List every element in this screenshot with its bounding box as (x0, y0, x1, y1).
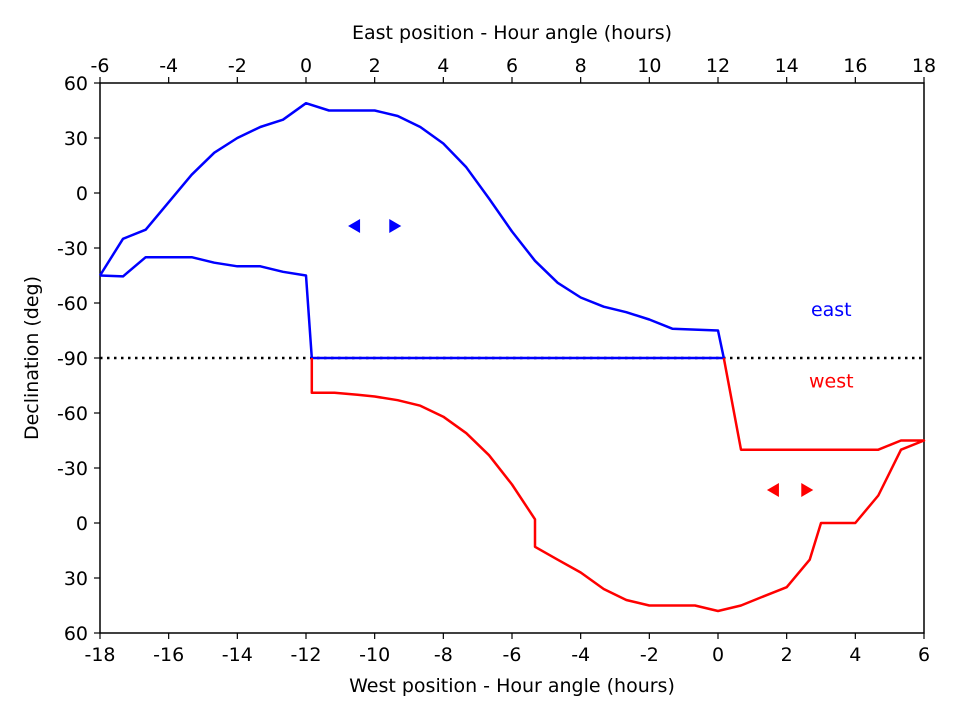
y-axis-label: Declination (deg) (21, 276, 43, 440)
y-tick-label: -30 (57, 238, 88, 260)
x-axis-top: -6 -4 -2 0 2 4 6 8 10 12 14 16 18 (91, 55, 936, 83)
x-bottom-tick-label: -18 (84, 644, 115, 666)
x-top-tick-label: 16 (843, 55, 867, 77)
y-tick-label: -60 (57, 293, 88, 315)
x-bottom-tick-label: 0 (712, 644, 724, 666)
x-top-tick-label: 8 (575, 55, 587, 77)
x-bottom-tick-label: -6 (503, 644, 522, 666)
x-bottom-tick-label: -8 (434, 644, 453, 666)
y-tick-label: 0 (76, 513, 88, 535)
series-line-east (98, 101, 726, 360)
x-top-tick-label: 12 (706, 55, 730, 77)
series-group (98, 101, 926, 613)
x-axis-top-label: East position - Hour angle (hours) (352, 22, 672, 44)
x-bottom-tick-label: 2 (781, 644, 793, 666)
y-tick-label: 60 (64, 623, 88, 645)
y-tick-label: 30 (64, 128, 88, 150)
x-axis-bottom: -18 -16 -14 -12 -10 -8 -6 -4 -2 0 2 4 6 (84, 633, 930, 666)
right-arrow-icon (389, 219, 402, 233)
x-top-tick-label: 2 (369, 55, 381, 77)
x-top-tick-label: 14 (775, 55, 799, 77)
x-bottom-tick-label: -12 (290, 644, 321, 666)
x-top-tick-label: 4 (437, 55, 449, 77)
marker-group (348, 219, 814, 497)
y-tick-label: -60 (57, 403, 88, 425)
y-tick-label: 60 (64, 73, 88, 95)
y-axis: 60 30 0 -30 -60 -90 -60 -30 0 30 60 (57, 73, 100, 645)
x-top-tick-label: 0 (300, 55, 312, 77)
series-line-west (310, 357, 926, 613)
series-label-east: east (811, 299, 852, 321)
left-arrow-icon (766, 483, 779, 497)
x-bottom-tick-label: -14 (222, 644, 253, 666)
y-tick-label: 0 (76, 183, 88, 205)
annotation-group: east west (809, 299, 854, 393)
x-bottom-tick-label: -16 (153, 644, 184, 666)
x-axis-bottom-label: West position - Hour angle (hours) (349, 675, 675, 697)
x-bottom-tick-label: 4 (849, 644, 861, 666)
x-top-tick-label: 6 (506, 55, 518, 77)
right-arrow-icon (801, 483, 814, 497)
y-tick-label: 30 (64, 568, 88, 590)
y-tick-label: -90 (57, 348, 88, 370)
series-label-west: west (809, 370, 854, 392)
x-top-tick-label: -4 (159, 55, 178, 77)
x-top-tick-label: 18 (912, 55, 936, 77)
x-top-tick-label: 10 (637, 55, 661, 77)
x-bottom-tick-label: -4 (571, 644, 590, 666)
x-top-tick-label: -2 (228, 55, 247, 77)
x-top-tick-label: -6 (91, 55, 110, 77)
x-bottom-tick-label: 6 (918, 644, 930, 666)
y-tick-label: -30 (57, 458, 88, 480)
left-arrow-icon (348, 219, 361, 233)
x-bottom-tick-label: -10 (359, 644, 390, 666)
x-bottom-tick-label: -2 (640, 644, 659, 666)
plot-area (98, 82, 926, 634)
